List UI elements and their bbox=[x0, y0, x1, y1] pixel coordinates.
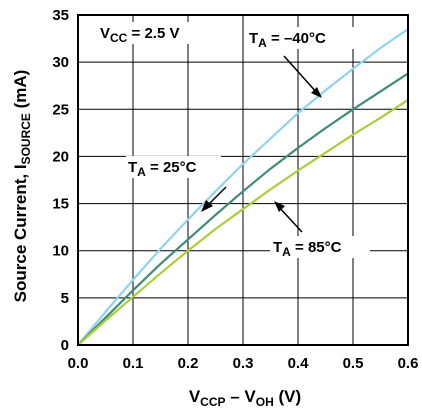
x-tick-label: 0.6 bbox=[398, 355, 419, 372]
x-tick-label: 0.4 bbox=[288, 355, 310, 372]
series-line-ta-85 bbox=[77, 98, 409, 346]
x-tick-label: 0.5 bbox=[343, 355, 364, 372]
t-cold-annotation: TA = –40°C bbox=[249, 30, 326, 50]
y-tick-label: 15 bbox=[52, 196, 69, 213]
y-tick-labels: 0 5 10 15 20 25 30 35 bbox=[52, 7, 69, 354]
vcc-annotation: VCC = 2.5 V bbox=[100, 25, 179, 45]
t-room-rest: = 25°C bbox=[146, 159, 197, 176]
series-line-ta-minus40 bbox=[77, 28, 409, 346]
x-tick-label: 0.0 bbox=[68, 355, 89, 372]
t-room-arrowhead bbox=[201, 200, 213, 212]
y-tick-label: 20 bbox=[52, 148, 69, 165]
y-tick-label: 25 bbox=[52, 101, 69, 118]
t-room-annotation: TA = 25°C bbox=[128, 159, 197, 179]
y-tick-label: 30 bbox=[52, 54, 69, 71]
t-room-label-bg bbox=[126, 156, 221, 178]
y-tick-label: 0 bbox=[61, 337, 69, 354]
y-tick-label: 35 bbox=[52, 7, 69, 24]
x-axis-label-sub1: CCP bbox=[200, 395, 225, 409]
t-cold-rest: = –40°C bbox=[267, 30, 326, 47]
x-axis-label-mid: – V bbox=[226, 387, 257, 406]
x-axis-label-main: V bbox=[189, 387, 201, 406]
y-axis-label-main: Source Current, I bbox=[11, 164, 30, 302]
t-hot-sub: A bbox=[282, 245, 291, 259]
t-hot-annotation: TA = 85°C bbox=[273, 239, 342, 259]
t-hot-main: T bbox=[273, 239, 282, 256]
plot-frame bbox=[77, 14, 409, 346]
series-line-ta-25 bbox=[77, 72, 409, 346]
y-axis-label-sub: SOURCE bbox=[19, 113, 33, 164]
x-tick-label: 0.1 bbox=[123, 355, 144, 372]
vcc-label-bg bbox=[96, 22, 202, 44]
t-cold-label-bg bbox=[246, 27, 354, 49]
vcc-main: V bbox=[100, 25, 110, 42]
vcc-sub: CC bbox=[110, 31, 128, 45]
y-axis-label-unit: (mA) bbox=[11, 70, 30, 113]
vcc-rest: = 2.5 V bbox=[127, 25, 179, 42]
t-hot-rest: = 85°C bbox=[291, 239, 342, 256]
y-tick-label: 5 bbox=[61, 290, 69, 307]
t-hot-arrow bbox=[277, 205, 303, 233]
x-tick-label: 0.2 bbox=[178, 355, 199, 372]
x-tick-labels: 0.0 0.1 0.2 0.3 0.4 0.5 0.6 bbox=[68, 355, 419, 372]
x-axis-label: VCCP – VOH (V) bbox=[189, 387, 301, 409]
x-tick-label: 0.3 bbox=[233, 355, 254, 372]
x-axis-label-sub2: OH bbox=[256, 395, 274, 409]
t-hot-arrowhead bbox=[274, 201, 285, 212]
series-layer bbox=[77, 28, 409, 346]
y-axis-label: Source Current, ISOURCE (mA) bbox=[11, 70, 33, 303]
y-tick-label: 10 bbox=[52, 243, 69, 260]
t-cold-sub: A bbox=[258, 36, 267, 50]
x-axis-label-unit: (V) bbox=[274, 387, 301, 406]
t-room-sub: A bbox=[137, 165, 146, 179]
t-cold-main: T bbox=[249, 30, 258, 47]
t-cold-arrow bbox=[283, 55, 319, 95]
t-room-main: T bbox=[128, 159, 137, 176]
t-cold-arrowhead bbox=[311, 87, 322, 98]
t-hot-label-bg bbox=[270, 236, 370, 258]
